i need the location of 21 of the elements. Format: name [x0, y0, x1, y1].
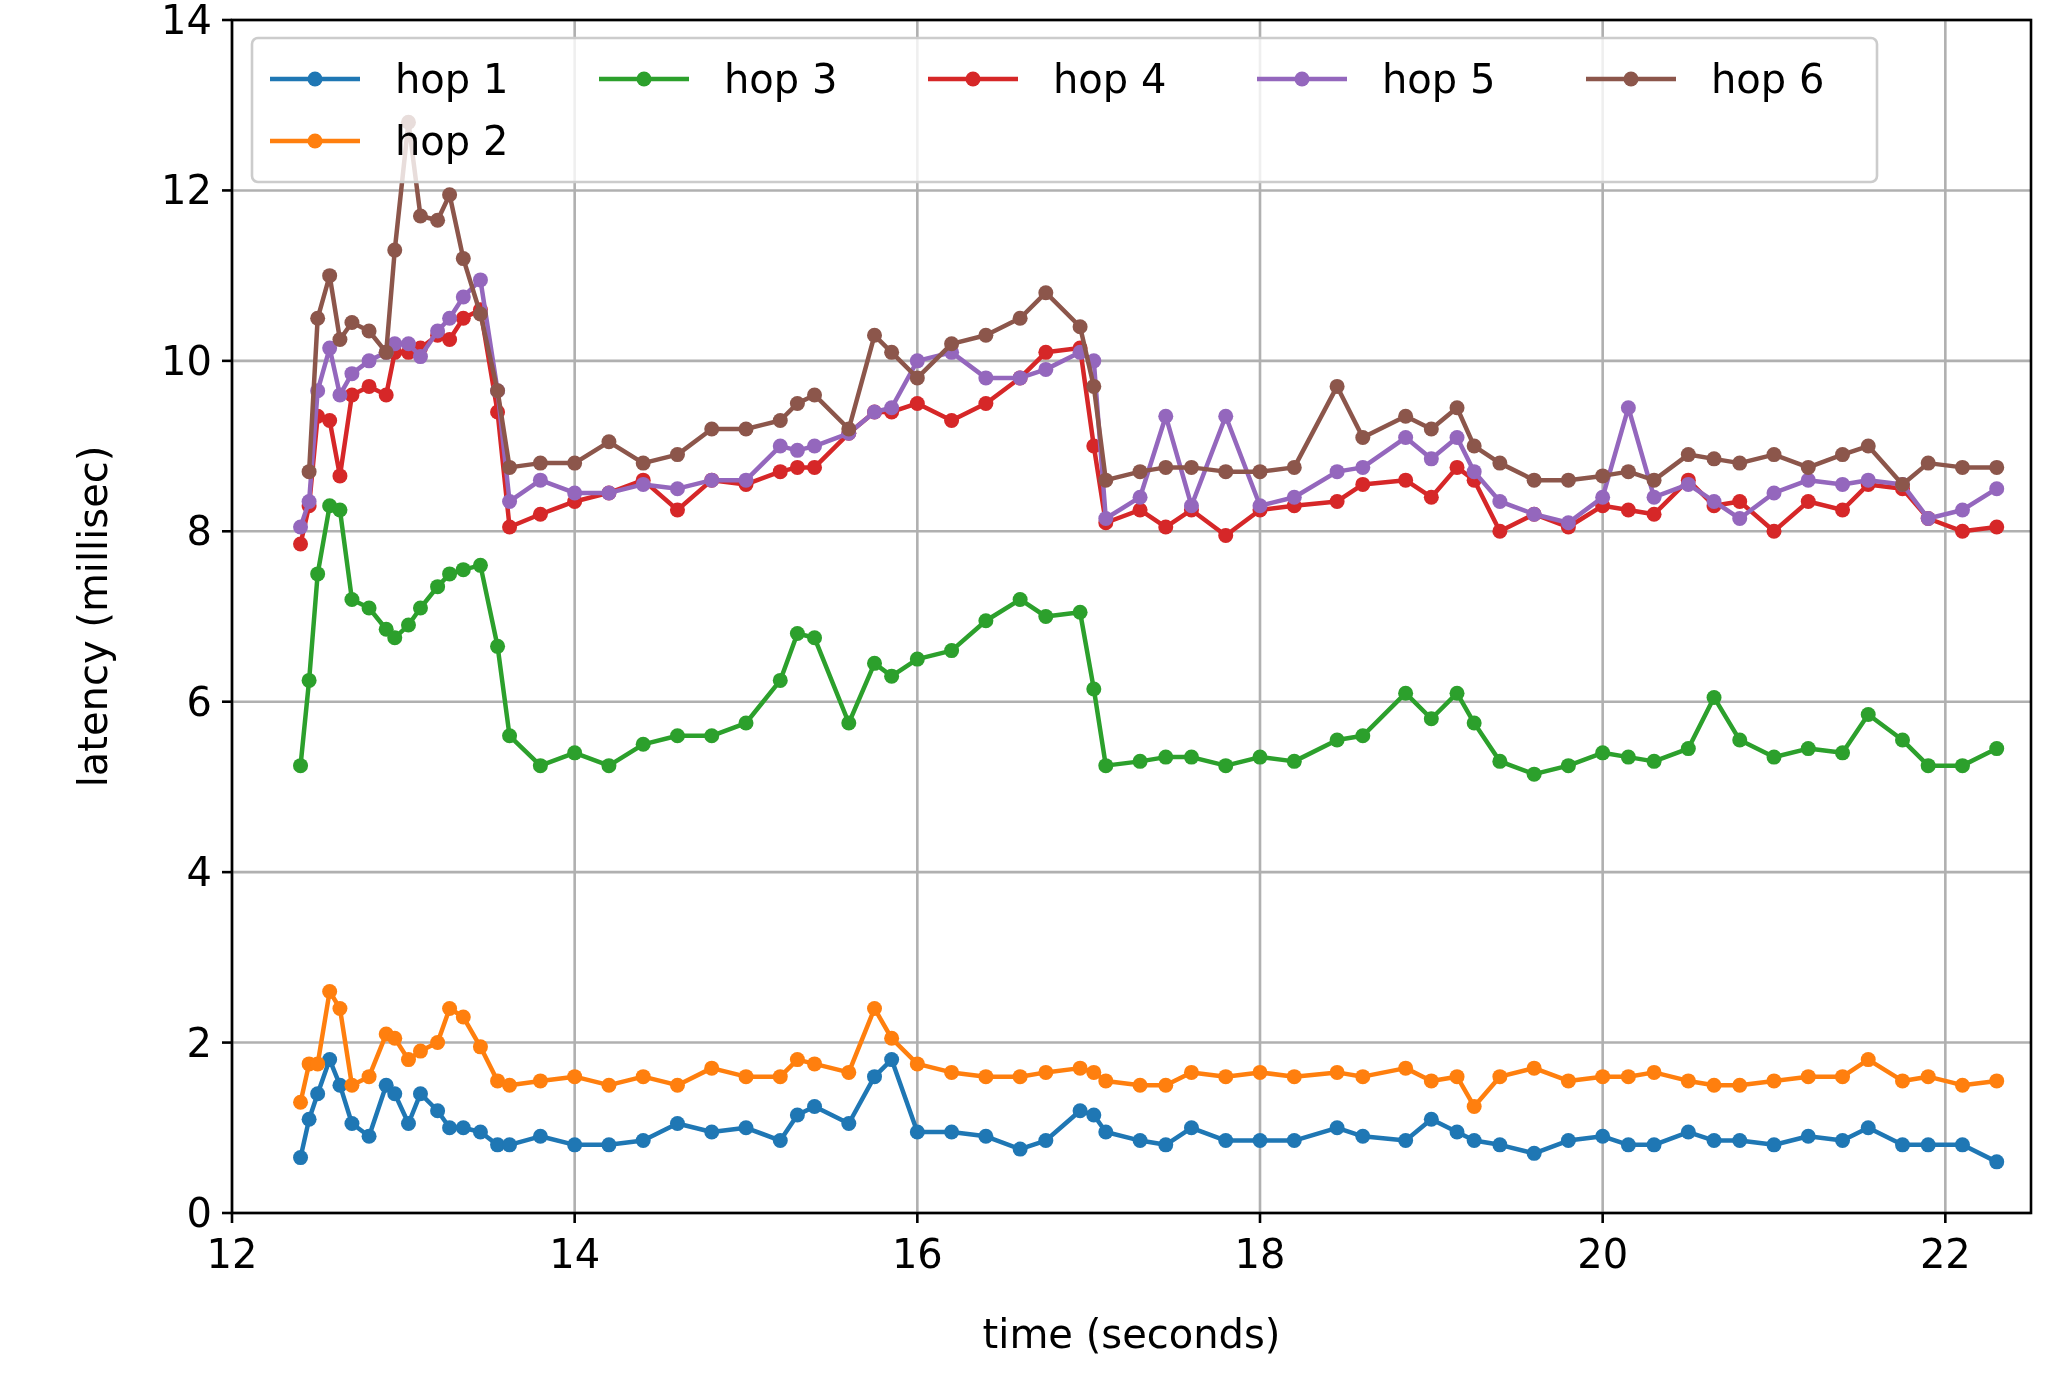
legend-label: hop 3 — [724, 56, 838, 102]
y-tick-label: 14 — [161, 0, 212, 43]
x-tick-label: 20 — [1577, 1231, 1629, 1277]
legend-label: hop 2 — [395, 118, 509, 164]
y-tick-label: 0 — [186, 1190, 212, 1236]
x-tick-label: 14 — [549, 1231, 601, 1277]
legend-label: hop 4 — [1053, 56, 1167, 102]
y-tick-label: 8 — [186, 508, 212, 555]
x-tick-label: 22 — [1919, 1231, 1971, 1277]
y-tick-label: 6 — [186, 678, 212, 725]
y-tick-label: 2 — [186, 1019, 212, 1066]
legend-label: hop 6 — [1711, 56, 1825, 102]
y-tick-label: 4 — [186, 849, 212, 896]
legend-label: hop 1 — [395, 56, 509, 102]
y-tick-label: 12 — [161, 167, 212, 214]
x-axis-title: time (seconds) — [982, 1311, 1281, 1357]
x-tick-label: 18 — [1234, 1231, 1286, 1277]
legend-label: hop 5 — [1382, 56, 1496, 102]
y-axis-title: latency (millisec) — [70, 445, 116, 788]
y-tick-label: 10 — [161, 337, 212, 384]
x-tick-label: 16 — [891, 1231, 943, 1277]
